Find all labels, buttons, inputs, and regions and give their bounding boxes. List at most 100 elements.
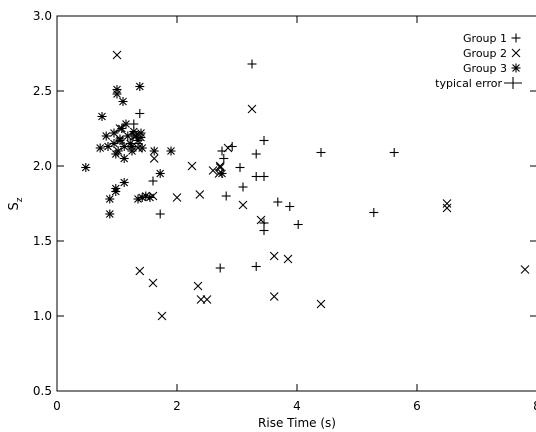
group-1-point [215,263,225,273]
group-2-point [172,193,182,202]
group-2-point [157,311,167,321]
y-tick-label: 3.0 [33,9,52,23]
group-1-point [273,197,283,207]
legend-marker [504,77,522,89]
group-3-point [97,112,107,121]
group-1-point [369,208,379,217]
group-1-point [293,220,303,229]
legend-label: Group 1 [463,32,507,45]
group-1-point [247,59,257,69]
y-axis-label: Sz [7,197,25,210]
group-1-point [389,148,399,157]
group-1-point [251,172,261,181]
group-3-point [145,193,155,202]
legend-label: typical error [435,77,502,90]
group-2-point [256,215,266,225]
group-3-point [119,154,129,163]
group-3-point [141,191,151,201]
group-3-point [133,194,143,204]
group-1-point [235,163,245,172]
group-2-point [247,104,257,114]
group-2-point [149,154,159,163]
legend-label: Group 2 [463,47,507,60]
y-tick-label: 1.0 [33,309,52,323]
group-2-point [208,166,218,175]
group-3-point [127,146,137,156]
data-points [81,50,530,321]
group-2-point [112,50,122,60]
y-axis-label-sub: z [15,197,25,202]
group-2-point [316,299,326,309]
group-2-point [193,281,203,291]
y-tick-label: 2.5 [33,84,52,98]
group-2-point [520,265,530,274]
group-2-point [223,143,233,153]
group-3-point [111,187,121,196]
group-1-point [259,172,269,181]
group-3-point [121,119,131,129]
group-2-point [215,163,225,172]
group-3-point [166,146,176,156]
group-3-point [112,89,122,99]
legend-marker [511,33,521,43]
group-3-point [135,82,145,91]
group-2-point [148,278,158,288]
group-2-point [269,251,279,261]
group-1-point [259,226,269,235]
group-3-point [149,146,159,156]
group-3-point [113,146,123,156]
group-3-point [137,143,147,153]
group-3-point [105,194,115,204]
x-tick-label: 6 [413,399,421,413]
group-1-point [238,182,248,192]
group-2-point [202,295,212,304]
group-3-point [115,136,125,145]
y-tick-label: 1.5 [33,234,52,248]
group-1-point [251,262,261,271]
group-3-point [217,169,227,178]
group-3-point [118,97,128,106]
group-3-point [155,169,165,178]
legend: Group 1 Group 2 Group 3 typical error [435,32,522,90]
group-1-point [148,176,158,186]
group-3-point [95,143,105,153]
group-1-point [259,136,269,145]
group-1-point [285,202,295,211]
group-3-point [101,131,111,141]
group-2-point [442,203,452,213]
group-2-point [283,254,293,264]
legend-label: Group 3 [463,62,507,75]
group-2-point [135,266,145,276]
x-tick-label: 8 [533,399,536,413]
group-3-point [123,131,133,141]
group-3-point [109,128,119,138]
group-1-point [221,191,231,201]
group-1-point [316,148,326,157]
x-tick-label: 4 [293,399,301,413]
group-3-point [129,127,139,136]
group-3-point [105,209,115,219]
y-axis-label-main: S [7,202,22,210]
group-2-point [442,199,452,208]
group-1-point [251,149,261,159]
axis-tick-labels: 0 2 4 6 8 0.5 1.0 1.5 2.0 2.5 3.0 [33,9,536,413]
group-2-point [238,200,248,210]
group-3-point [136,133,146,142]
group-2-point [269,292,279,301]
group-3-point [137,193,147,202]
group-2-point [215,161,225,171]
x-axis-label: Rise Time (s) [258,416,336,430]
group-1-point [155,209,165,219]
legend-marker [511,48,521,58]
y-tick-label: 0.5 [33,384,52,398]
x-tick-label: 0 [53,399,61,413]
x-tick-label: 2 [173,399,181,413]
group-2-point [195,190,205,199]
legend-marker [511,63,521,73]
group-3-point [119,178,129,187]
group-1-point [135,109,145,118]
group-3-point [81,163,91,172]
y-tick-label: 2.0 [33,159,52,173]
group-2-point [187,161,197,171]
